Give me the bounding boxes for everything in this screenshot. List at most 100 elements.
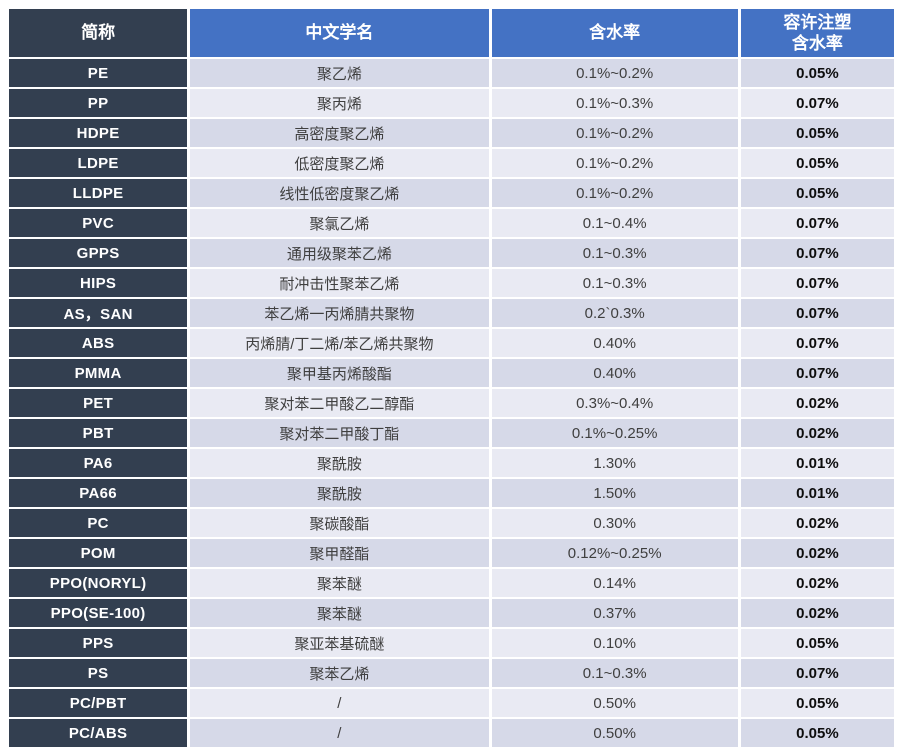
moisture-cell: 0.3%~0.4% [491, 389, 738, 417]
cn-name-cell: / [190, 689, 489, 717]
moisture-cell: 0.1~0.3% [491, 239, 738, 267]
cn-name-cell: 聚乙烯 [190, 59, 489, 87]
cn-name-cell: 聚氯乙烯 [190, 209, 489, 237]
table-row: PC/PBT/0.50% 0.05% [9, 689, 894, 717]
table-row: LDPE 低密度聚乙烯 0.1%~0.2% 0.05% [9, 149, 894, 177]
allowed-moisture-cell: 0.01% [740, 479, 894, 507]
table-row: HDPE 高密度聚乙烯 0.1%~0.2% 0.05% [9, 119, 894, 147]
allowed-moisture-cell: 0.02% [740, 539, 894, 567]
allowed-moisture-cell: 0.05% [740, 119, 894, 147]
table-row: GPPS 通用级聚苯乙烯 0.1~0.3% 0.07% [9, 239, 894, 267]
table-row: PA6 聚酰胺 1.30% 0.01% [9, 449, 894, 477]
moisture-cell: 1.50% [491, 479, 738, 507]
abbr-cell: HDPE [9, 119, 188, 147]
allowed-moisture-cell: 0.07% [740, 269, 894, 297]
allowed-moisture-cell: 0.02% [740, 569, 894, 597]
abbr-cell: PPS [9, 629, 188, 657]
header-allowed-injection-moisture: 容许注塑 含水率 [740, 9, 894, 57]
moisture-cell: 0.40% [491, 329, 738, 357]
abbr-cell: GPPS [9, 239, 188, 267]
cn-name-cell: 聚苯乙烯 [190, 659, 489, 687]
abbr-cell: PET [9, 389, 188, 417]
abbr-cell: AS，SAN [9, 299, 188, 327]
allowed-moisture-cell: 0.07% [740, 659, 894, 687]
cn-name-cell: 高密度聚乙烯 [190, 119, 489, 147]
allowed-moisture-cell: 0.02% [740, 419, 894, 447]
allowed-moisture-cell: 0.02% [740, 599, 894, 627]
allowed-moisture-cell: 0.01% [740, 449, 894, 477]
cn-name-cell: 聚碳酸酯 [190, 509, 489, 537]
moisture-cell: 1.30% [491, 449, 738, 477]
cn-name-cell: 聚对苯二甲酸乙二醇酯 [190, 389, 489, 417]
allowed-moisture-cell: 0.05% [740, 149, 894, 177]
moisture-cell: 0.1~0.3% [491, 659, 738, 687]
header-chinese-name: 中文学名 [190, 9, 489, 57]
allowed-moisture-cell: 0.05% [740, 689, 894, 717]
cn-name-cell: 通用级聚苯乙烯 [190, 239, 489, 267]
cn-name-cell: 线性低密度聚乙烯 [190, 179, 489, 207]
table-row: PA66 聚酰胺 1.50% 0.01% [9, 479, 894, 507]
table-row: PC 聚碳酸酯 0.30% 0.02% [9, 509, 894, 537]
abbr-cell: POM [9, 539, 188, 567]
table-row: PPS 聚亚苯基硫醚 0.10% 0.05% [9, 629, 894, 657]
table-row: HIPS 耐冲击性聚苯乙烯 0.1~0.3% 0.07% [9, 269, 894, 297]
abbr-cell: PC/PBT [9, 689, 188, 717]
table-row: PE 聚乙烯 0.1%~0.2% 0.05% [9, 59, 894, 87]
table-body: PE 聚乙烯 0.1%~0.2% 0.05% PP 聚丙烯 0.1%~0.3% 0.07% HD… [9, 59, 894, 747]
allowed-moisture-cell: 0.07% [740, 299, 894, 327]
moisture-cell: 0.10% [491, 629, 738, 657]
abbr-cell: LLDPE [9, 179, 188, 207]
table-row: PVC 聚氯乙烯 0.1~0.4% 0.07% [9, 209, 894, 237]
abbr-cell: PC/ABS [9, 719, 188, 747]
moisture-cell: 0.1%~0.2% [491, 179, 738, 207]
table-row: AS，SAN 苯乙烯一丙烯腈共聚物 0.2`0.3% 0.07% [9, 299, 894, 327]
allowed-moisture-cell: 0.05% [740, 629, 894, 657]
cn-name-cell: 聚对苯二甲酸丁酯 [190, 419, 489, 447]
cn-name-cell: 耐冲击性聚苯乙烯 [190, 269, 489, 297]
abbr-cell: PPO(NORYL) [9, 569, 188, 597]
abbr-cell: ABS [9, 329, 188, 357]
allowed-moisture-cell: 0.07% [740, 239, 894, 267]
abbr-cell: PMMA [9, 359, 188, 387]
moisture-cell: 0.50% [491, 689, 738, 717]
cn-name-cell: 聚酰胺 [190, 449, 489, 477]
cn-name-cell: / [190, 719, 489, 747]
allowed-moisture-cell: 0.07% [740, 329, 894, 357]
table-row: PMMA 聚甲基丙烯酸酯 0.40% 0.07% [9, 359, 894, 387]
table-row: PPO(SE-100) 聚苯醚 0.37% 0.02% [9, 599, 894, 627]
allowed-moisture-cell: 0.07% [740, 89, 894, 117]
table-row: PPO(NORYL) 聚苯醚 0.14% 0.02% [9, 569, 894, 597]
moisture-cell: 0.1%~0.2% [491, 149, 738, 177]
abbr-cell: PVC [9, 209, 188, 237]
table-row: PET 聚对苯二甲酸乙二醇酯 0.3%~0.4% 0.02% [9, 389, 894, 417]
cn-name-cell: 聚甲基丙烯酸酯 [190, 359, 489, 387]
moisture-cell: 0.50% [491, 719, 738, 747]
moisture-cell: 0.12%~0.25% [491, 539, 738, 567]
table-row: PBT 聚对苯二甲酸丁酯 0.1%~0.25% 0.02% [9, 419, 894, 447]
abbr-cell: HIPS [9, 269, 188, 297]
moisture-cell: 0.30% [491, 509, 738, 537]
table-row: ABS 丙烯腈/丁二烯/苯乙烯共聚物 0.40% 0.07% [9, 329, 894, 357]
cn-name-cell: 聚甲醛酯 [190, 539, 489, 567]
moisture-cell: 0.1%~0.25% [491, 419, 738, 447]
allowed-moisture-cell: 0.02% [740, 389, 894, 417]
moisture-cell: 0.1%~0.2% [491, 59, 738, 87]
allowed-moisture-cell: 0.05% [740, 59, 894, 87]
moisture-cell: 0.1~0.4% [491, 209, 738, 237]
allowed-moisture-cell: 0.02% [740, 509, 894, 537]
cn-name-cell: 聚苯醚 [190, 599, 489, 627]
allowed-moisture-cell: 0.05% [740, 179, 894, 207]
abbr-cell: LDPE [9, 149, 188, 177]
table-row: PP 聚丙烯 0.1%~0.3% 0.07% [9, 89, 894, 117]
allowed-moisture-cell: 0.05% [740, 719, 894, 747]
table-row: LLDPE 线性低密度聚乙烯 0.1%~0.2% 0.05% [9, 179, 894, 207]
header-row: 简称 中文学名 含水率 容许注塑 含水率 [9, 9, 894, 57]
cn-name-cell: 聚苯醚 [190, 569, 489, 597]
header-abbreviation: 简称 [9, 9, 188, 57]
table-row: POM 聚甲醛酯 0.12%~0.25% 0.02% [9, 539, 894, 567]
allowed-moisture-cell: 0.07% [740, 209, 894, 237]
abbr-cell: PBT [9, 419, 188, 447]
moisture-cell: 0.37% [491, 599, 738, 627]
abbr-cell: PA6 [9, 449, 188, 477]
